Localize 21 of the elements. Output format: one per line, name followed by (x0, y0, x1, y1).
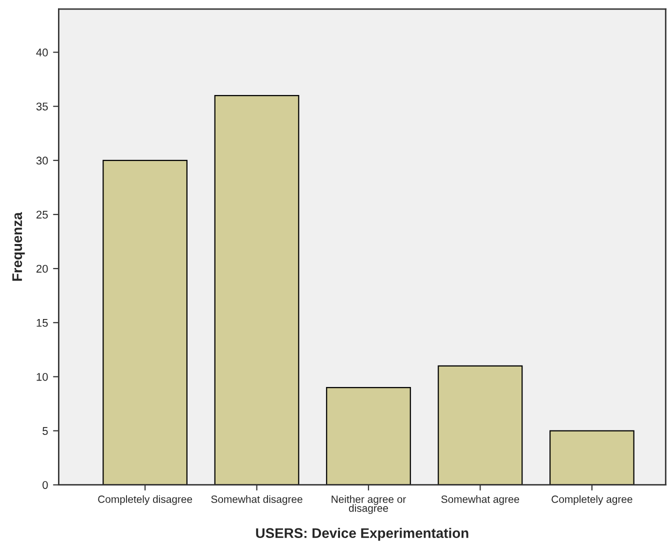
x-tick-label: Completely agree (552, 495, 632, 505)
bar (214, 94, 300, 485)
x-tick-label: Somewhat agree (441, 495, 520, 505)
y-tick-label: 40 (36, 48, 48, 56)
bar (438, 365, 523, 485)
y-tick-label: 35 (36, 102, 48, 110)
y-tick-label: 5 (42, 427, 48, 435)
y-tick-label: 0 (42, 481, 48, 489)
bar (326, 386, 411, 485)
bar (549, 430, 634, 485)
y-tick-label: 30 (36, 156, 48, 165)
y-tick-label: 15 (36, 319, 48, 327)
y-axis-title: Frequenza (12, 212, 25, 281)
y-tick-label: 25 (36, 210, 48, 219)
x-tick-label: Somewhat disagree (211, 495, 302, 505)
x-tick-label: Completely disagree (98, 495, 192, 505)
bar (102, 160, 188, 485)
x-tick-label: Neither agree or disagree (332, 495, 406, 514)
x-axis-title: USERS: Device Experimentation (256, 528, 468, 541)
y-tick-label: 10 (36, 372, 48, 381)
y-tick-label: 20 (36, 264, 48, 273)
